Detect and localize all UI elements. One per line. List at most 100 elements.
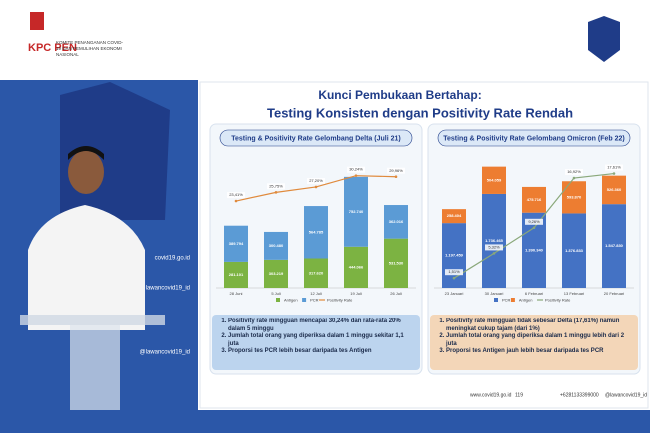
line-point bbox=[274, 191, 278, 194]
point-label-bg bbox=[227, 192, 245, 199]
line-point bbox=[492, 252, 496, 255]
legend-label: Positivity Rate bbox=[545, 298, 571, 303]
side-site: covid19.go.id bbox=[155, 256, 190, 262]
chart-title: Testing & Positivity Rate Gelombang Omic… bbox=[443, 135, 625, 142]
point-label-bg bbox=[445, 269, 463, 276]
logo: KPC PEN bbox=[28, 42, 77, 54]
bar-label: 258.404 bbox=[447, 213, 462, 218]
line-point bbox=[612, 172, 616, 175]
legend-swatch bbox=[302, 298, 307, 302]
x-tick-label: 26 Juli bbox=[390, 291, 402, 296]
bar-segment bbox=[224, 261, 248, 288]
bar-label: 1.547.830 bbox=[605, 243, 624, 248]
chart-title-pill bbox=[219, 129, 413, 147]
bar-segment bbox=[264, 231, 288, 260]
bar-segment bbox=[304, 258, 328, 288]
bullets-left-box bbox=[212, 315, 420, 370]
bar-segment bbox=[264, 259, 288, 288]
x-tick-label: 23 Januari bbox=[445, 291, 464, 296]
point-label-bg bbox=[605, 164, 623, 171]
x-tick-label: 6 Februari bbox=[525, 291, 543, 296]
bullets: Positivity rate mingguan tidak sebesar D… bbox=[436, 318, 634, 370]
line-point bbox=[532, 226, 536, 230]
line-point bbox=[394, 175, 398, 179]
bar-label: 362.016 bbox=[389, 219, 404, 224]
bar-label: 526.360 bbox=[607, 187, 622, 192]
bar-label: 752.740 bbox=[349, 209, 364, 214]
x-tick-label: 5 Juli bbox=[271, 291, 280, 296]
bar-segment bbox=[522, 186, 546, 213]
bar-segment bbox=[602, 204, 626, 288]
bar-label: 564.785 bbox=[309, 229, 324, 234]
point-label-bg bbox=[267, 183, 285, 190]
chart-title: Testing & Positivity Rate Gelombang Delt… bbox=[231, 135, 400, 142]
bar-segment bbox=[224, 225, 248, 262]
bullet: Positivity rate mingguan mencapai 30,24%… bbox=[228, 318, 416, 333]
person-hair bbox=[68, 146, 104, 160]
legend-swatch bbox=[276, 298, 280, 302]
bullet: Jumlah total orang yang diperiksa dalam … bbox=[228, 333, 416, 348]
bar-segment bbox=[602, 175, 626, 205]
bar-segment bbox=[522, 212, 546, 288]
point-label-bg bbox=[307, 177, 325, 184]
bar-segment bbox=[304, 206, 328, 259]
badge bbox=[588, 16, 620, 62]
podium-top bbox=[20, 315, 165, 325]
bar-label: 317.620 bbox=[309, 270, 324, 275]
legend-label: Antigen bbox=[284, 298, 298, 303]
point-label: 30,24% bbox=[349, 167, 363, 172]
point-label-bg bbox=[565, 169, 583, 176]
bar-label: 1.197.459 bbox=[445, 253, 464, 258]
bar-label: 531.530 bbox=[389, 260, 404, 265]
emblem bbox=[30, 12, 44, 30]
point-label: 17,61% bbox=[607, 165, 621, 170]
slide-title: Kunci Pembukaan Bertahap: bbox=[318, 88, 481, 102]
point-label: 9,26% bbox=[528, 219, 540, 224]
line-point bbox=[314, 185, 318, 189]
point-label-bg bbox=[525, 218, 543, 225]
bar-label: 593.870 bbox=[567, 194, 582, 199]
legend-swatch bbox=[510, 298, 515, 302]
x-tick-label: 13 Februari bbox=[564, 291, 585, 296]
bar-segment bbox=[562, 181, 586, 214]
point-label-bg bbox=[387, 167, 405, 174]
bar-label: 444.066 bbox=[349, 264, 364, 269]
bullets: Positivity rate mingguan mencapai 30,24%… bbox=[218, 318, 416, 370]
point-label-bg bbox=[347, 166, 365, 173]
bar-label: 1.390.340 bbox=[525, 247, 544, 252]
x-tick-label: 12 Juli bbox=[310, 291, 322, 296]
bullet: Proporsi tes Antigen jauh lebih besar da… bbox=[446, 348, 634, 356]
chart-title-pill bbox=[437, 129, 631, 147]
line-point bbox=[354, 174, 358, 177]
bar-label: 475.716 bbox=[527, 197, 542, 202]
x-tick-label: 20 Februari bbox=[604, 291, 625, 296]
bar-segment bbox=[482, 166, 506, 194]
bullet-list: Positivity rate mingguan mencapai 30,24%… bbox=[218, 318, 416, 356]
side-handle: @lawancovid19_id bbox=[140, 286, 190, 292]
bar-segment bbox=[344, 246, 368, 288]
x-tick-label: 28 Juni bbox=[230, 291, 243, 296]
bar-label: 300.480 bbox=[269, 243, 284, 248]
line-point bbox=[452, 276, 456, 280]
bar-segment bbox=[482, 193, 506, 288]
footer-item: +6281133399000 bbox=[560, 392, 599, 398]
point-label: 5,32% bbox=[488, 244, 500, 249]
bar-label: 504.059 bbox=[487, 177, 502, 182]
podium bbox=[70, 325, 120, 415]
point-label: 23,41% bbox=[229, 192, 243, 197]
bullet: Positivity rate mingguan tidak sebesar D… bbox=[446, 318, 634, 333]
bar-label: 281.101 bbox=[229, 272, 244, 277]
side-handle-2: @lawancovid19_id bbox=[140, 350, 190, 356]
bar-segment bbox=[384, 238, 408, 288]
legend-label: Antigen bbox=[519, 298, 533, 303]
footer-item: @lawancovid19_id bbox=[605, 392, 647, 398]
bullet: Proporsi tes PCR lebih besar daripada te… bbox=[228, 348, 416, 356]
point-label: 1,51% bbox=[448, 269, 460, 274]
point-label: 25,75% bbox=[269, 183, 283, 188]
org-box: KOMITE PENANGANAN COVID-19 DAN PEMULIHAN… bbox=[56, 40, 123, 57]
bar-label: 1.736.465 bbox=[485, 238, 504, 243]
bar-segment bbox=[384, 205, 408, 239]
legend-swatch bbox=[494, 298, 498, 302]
